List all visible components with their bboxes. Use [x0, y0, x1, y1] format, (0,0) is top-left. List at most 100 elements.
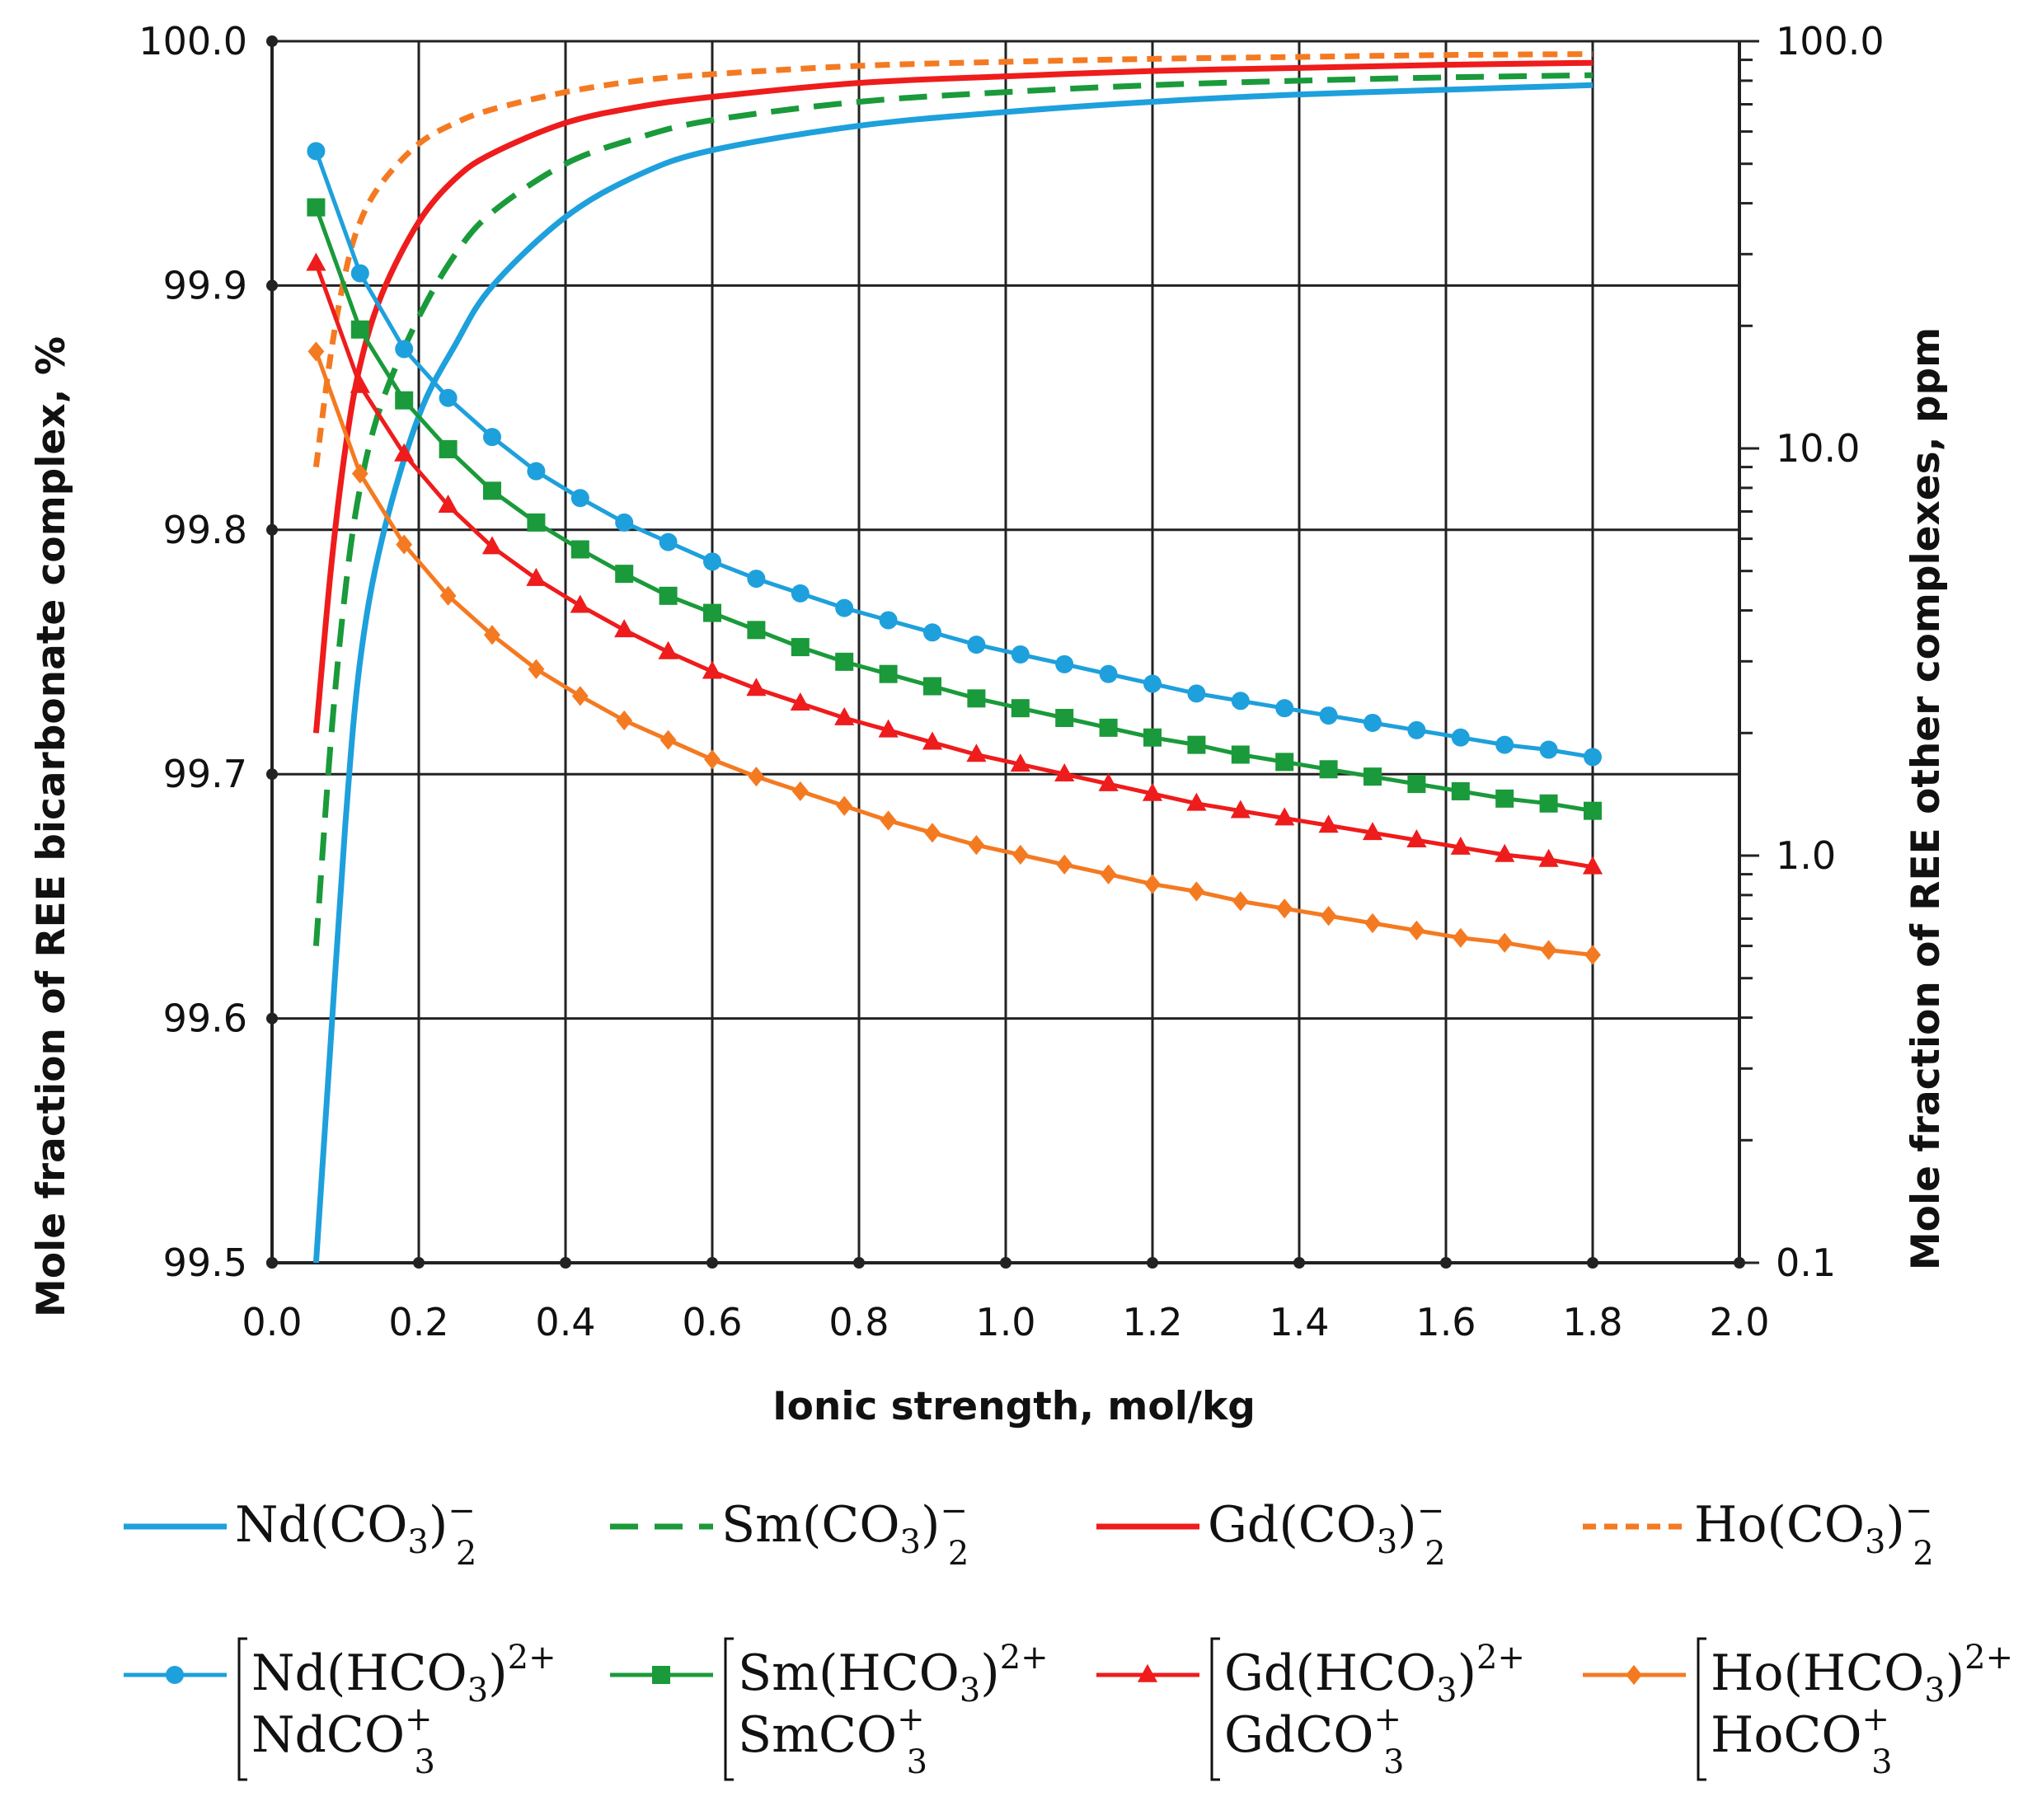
data-point-sm-bicarbonate — [570, 540, 589, 559]
data-point-ho-bicarbonate — [439, 585, 457, 606]
legend-label-sm-bicarbonate-line1: Sm(HCO3)2+ — [738, 1639, 1049, 1710]
y-right-tick-label: 0.1 — [1776, 1241, 1836, 1285]
data-point-ho-bicarbonate — [748, 767, 765, 787]
data-point-gd-bicarbonate — [1098, 772, 1119, 791]
data-point-nd-bicarbonate — [615, 513, 634, 532]
data-point-ho-bicarbonate — [1100, 864, 1117, 884]
data-point-ho-bicarbonate — [528, 659, 545, 679]
data-point-sm-bicarbonate — [1187, 735, 1206, 754]
data-point-sm-bicarbonate — [350, 320, 369, 339]
legend-label-nd-dicarbonate: Nd(CO3)− 2 — [235, 1492, 476, 1573]
legend-label-gd-bicarbonate-line1: Gd(HCO3)2+ — [1224, 1639, 1525, 1710]
legend-label-gd-dicarbonate: Gd(CO3)− 2 — [1208, 1492, 1446, 1573]
legend-label-sm-bicarbonate-line2: SmCO+ 3 — [738, 1700, 927, 1781]
legend-label-nd-bicarbonate-line2: NdCO+ 3 — [251, 1700, 435, 1781]
axis-tick-dot — [853, 1257, 865, 1269]
data-point-sm-bicarbonate — [1451, 781, 1470, 800]
data-point-gd-bicarbonate — [746, 678, 767, 697]
data-point-sm-bicarbonate — [835, 652, 854, 671]
data-point-sm-bicarbonate — [1495, 789, 1514, 808]
data-point-gd-bicarbonate — [394, 443, 415, 462]
data-point-ho-bicarbonate — [880, 810, 897, 831]
data-point-gd-bicarbonate — [1582, 856, 1603, 875]
x-tick-label: 0.6 — [682, 1300, 742, 1344]
data-point-gd-bicarbonate — [922, 731, 943, 750]
axis-tick-dot — [1147, 1257, 1158, 1269]
data-point-ho-bicarbonate — [1540, 940, 1557, 960]
y-right-tick-label: 100.0 — [1776, 19, 1885, 63]
data-point-ho-bicarbonate — [704, 749, 720, 770]
data-point-ho-bicarbonate — [1452, 927, 1469, 948]
legend-marker-gd-bicarbonate — [1137, 1663, 1158, 1682]
y-left-tick-label: 99.8 — [163, 508, 247, 552]
y-left-tick-label: 99.9 — [163, 263, 247, 307]
data-point-sm-bicarbonate — [1407, 775, 1426, 794]
legend: Nd(CO3)− 2 Sm(CO3)− 2 Gd(CO3)− 2 Ho(CO3)− 2 Nd(H… — [124, 1492, 2013, 1781]
data-point-sm-bicarbonate — [1319, 760, 1338, 779]
data-point-nd-bicarbonate — [483, 428, 501, 447]
data-point-gd-bicarbonate — [878, 719, 899, 738]
legend-label-sm-dicarbonate: Sm(CO3)− 2 — [721, 1492, 969, 1573]
axes — [266, 35, 1759, 1269]
data-point-ho-bicarbonate — [1584, 945, 1601, 965]
data-point-gd-bicarbonate — [1230, 800, 1251, 819]
data-point-sm-bicarbonate — [1099, 718, 1118, 737]
legend-label-ho-dicarbonate: Ho(CO3)− 2 — [1694, 1492, 1934, 1573]
series-line-ho-dicarbonate — [312, 51, 1594, 468]
data-point-ho-bicarbonate — [307, 341, 325, 362]
y-left-tick-label: 99.5 — [163, 1241, 247, 1285]
data-point-ho-bicarbonate — [1408, 920, 1425, 940]
data-point-nd-bicarbonate — [1539, 740, 1558, 759]
data-point-ho-bicarbonate — [616, 710, 633, 731]
data-point-gd-bicarbonate — [1054, 763, 1075, 781]
data-point-nd-bicarbonate — [1407, 720, 1426, 739]
data-point-ho-bicarbonate — [924, 823, 941, 843]
data-point-ho-bicarbonate — [1012, 844, 1029, 865]
x-tick-labels: 0.0 0.2 0.4 0.6 0.8 1.0 1.2 1.4 1.6 1.8 2.0 — [242, 1300, 1769, 1344]
data-point-sm-bicarbonate — [879, 664, 898, 683]
data-point-nd-bicarbonate — [1055, 654, 1074, 673]
data-point-gd-bicarbonate — [1186, 792, 1207, 811]
series-line-ho-bicarbonate — [314, 350, 1594, 957]
data-point-nd-bicarbonate — [1143, 674, 1162, 693]
data-point-sm-bicarbonate — [1539, 794, 1558, 813]
data-point-nd-bicarbonate — [570, 489, 589, 508]
data-point-ho-bicarbonate — [351, 463, 368, 484]
series-line-gd-dicarbonate — [312, 59, 1594, 734]
data-point-nd-bicarbonate — [703, 552, 721, 571]
series-line-sm-bicarbonate — [314, 206, 1594, 814]
data-point-nd-bicarbonate — [1099, 664, 1118, 683]
x-tick-label: 0.4 — [535, 1300, 595, 1344]
data-point-nd-bicarbonate — [439, 388, 458, 407]
y-left-axis-title: Mole fraction of REE bicarbonate complex… — [29, 336, 74, 1317]
data-point-nd-bicarbonate — [395, 340, 414, 359]
axis-tick-dot — [1293, 1257, 1305, 1269]
x-tick-label: 1.6 — [1415, 1300, 1476, 1344]
data-point-sm-bicarbonate — [1011, 699, 1030, 718]
data-point-sm-bicarbonate — [703, 603, 721, 622]
data-point-ho-bicarbonate — [396, 534, 413, 555]
data-point-gd-bicarbonate — [1362, 822, 1383, 841]
series-line-gd-bicarbonate — [314, 262, 1594, 870]
data-point-sm-bicarbonate — [307, 198, 326, 217]
data-point-sm-bicarbonate — [615, 565, 634, 584]
data-point-sm-bicarbonate — [1143, 728, 1162, 747]
data-point-sm-bicarbonate — [483, 481, 501, 500]
legend-bracket — [1210, 1637, 1220, 1781]
data-point-nd-bicarbonate — [1231, 692, 1250, 711]
data-point-sm-bicarbonate — [923, 677, 941, 696]
data-point-gd-bicarbonate — [1010, 753, 1030, 772]
y-left-tick-label: 100.0 — [138, 19, 247, 63]
data-point-sm-bicarbonate — [1275, 753, 1294, 772]
axis-tick-dot — [1587, 1257, 1598, 1269]
data-point-sm-bicarbonate — [747, 621, 766, 640]
series-line-nd-bicarbonate — [314, 150, 1594, 759]
axis-tick-dot — [706, 1257, 718, 1269]
data-point-ho-bicarbonate — [968, 835, 985, 856]
dicarbonate-curves — [312, 51, 1594, 1263]
x-tick-label: 2.0 — [1709, 1300, 1769, 1344]
data-point-nd-bicarbonate — [1451, 728, 1470, 747]
data-point-ho-bicarbonate — [659, 729, 677, 750]
data-point-sm-bicarbonate — [791, 638, 810, 657]
data-point-gd-bicarbonate — [481, 536, 503, 555]
